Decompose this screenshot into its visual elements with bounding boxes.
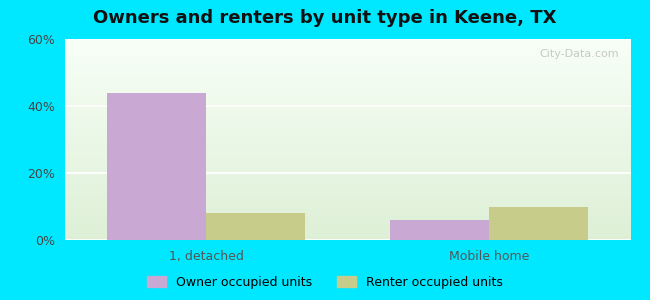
- Text: City-Data.com: City-Data.com: [540, 49, 619, 59]
- Bar: [390, 220, 489, 240]
- Legend: Owner occupied units, Renter occupied units: Owner occupied units, Renter occupied un…: [142, 271, 508, 294]
- Text: Owners and renters by unit type in Keene, TX: Owners and renters by unit type in Keene…: [93, 9, 557, 27]
- Bar: [107, 93, 207, 240]
- Bar: [207, 213, 306, 240]
- Bar: [489, 206, 588, 240]
